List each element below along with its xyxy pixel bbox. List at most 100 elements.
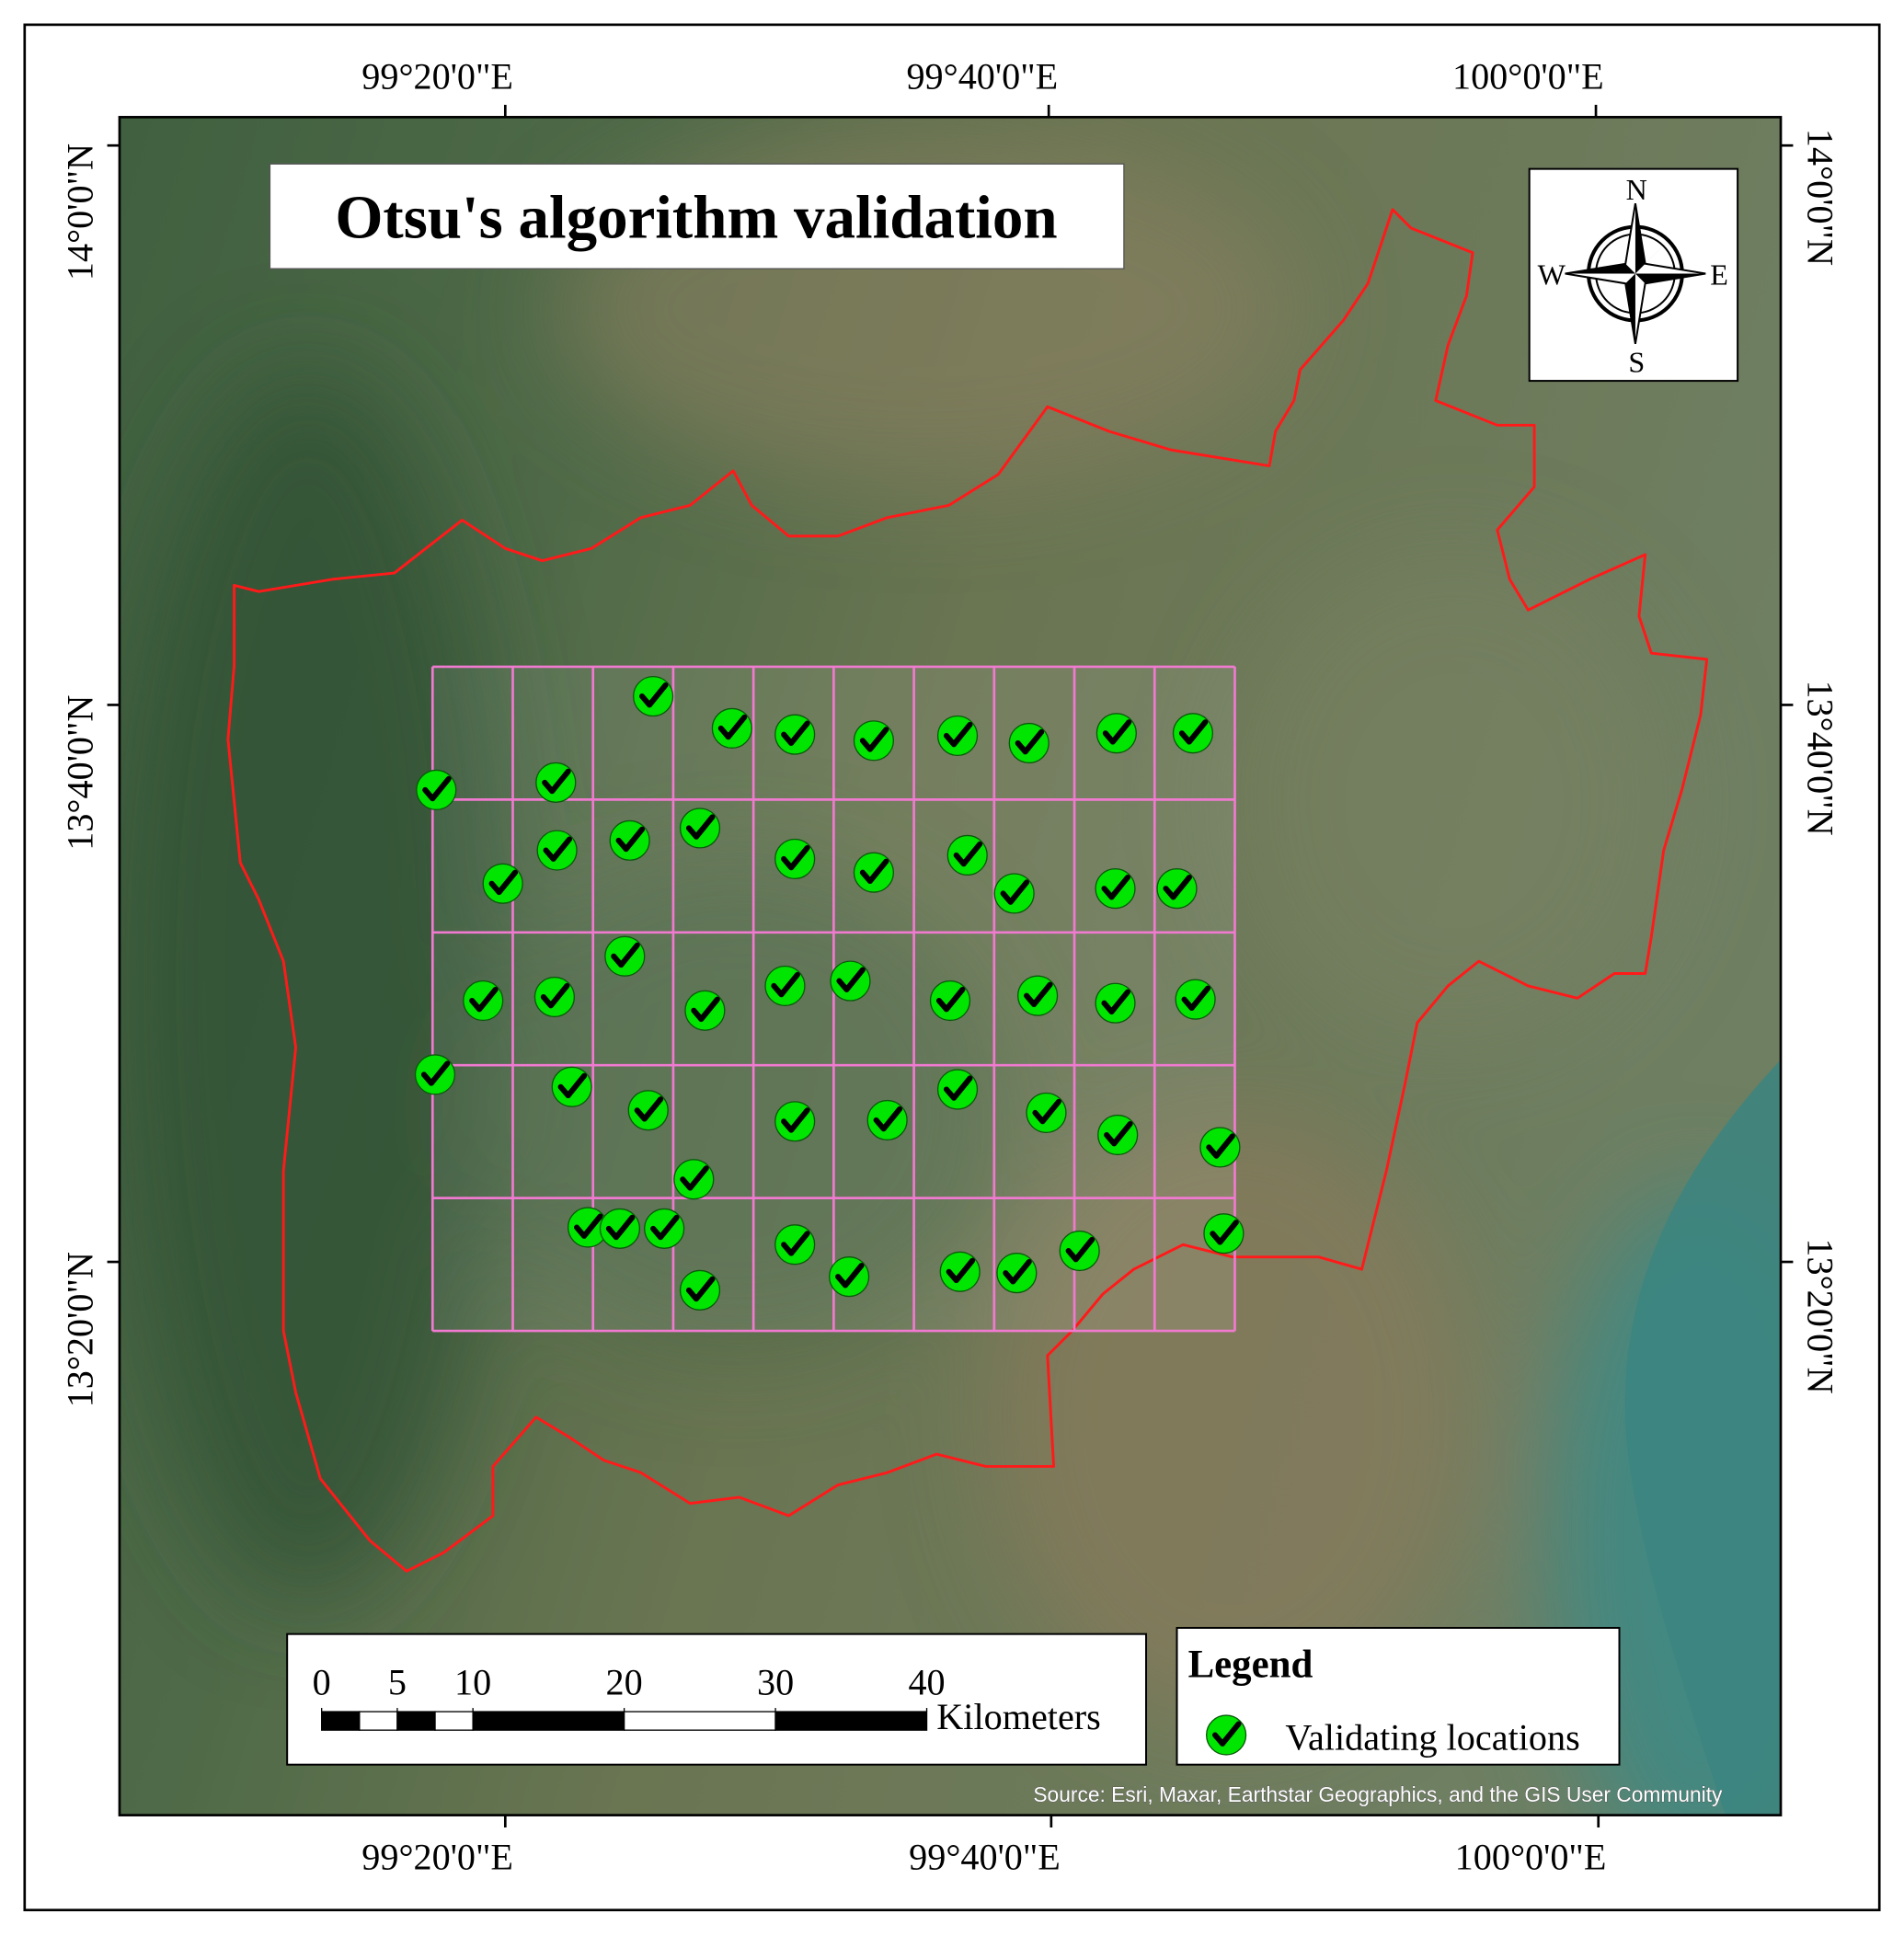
- validation-point: [632, 675, 674, 717]
- lat-label: 14°0'0"N: [1799, 129, 1841, 266]
- compass-n: N: [1626, 173, 1647, 206]
- check-mark: [781, 844, 810, 871]
- check-mark: [1178, 719, 1209, 745]
- scale-segment: [774, 1711, 928, 1731]
- check-mark: [1065, 1236, 1095, 1263]
- validation-point: [993, 873, 1035, 914]
- check-mark: [1181, 985, 1211, 1012]
- validation-point: [774, 1101, 816, 1142]
- scale-label: 40: [908, 1661, 945, 1702]
- check-mark: [1024, 981, 1053, 1008]
- check-mark: [574, 1213, 603, 1239]
- validation-point: [1095, 982, 1136, 1024]
- check-mark: [835, 1263, 865, 1289]
- map-title: Otsu's algorithm validation: [335, 184, 1057, 252]
- check-mark: [873, 1105, 903, 1132]
- study-area-boundary: [226, 208, 1709, 1573]
- check-mark: [605, 1214, 636, 1241]
- north-arrow: N E S W: [1528, 167, 1739, 383]
- validation-point: [1026, 1092, 1067, 1134]
- validation-point: [604, 935, 646, 977]
- scale-segment: [396, 1711, 436, 1731]
- legend-item: Validating locations: [1285, 1717, 1579, 1758]
- legend-symbol: [1206, 1714, 1247, 1756]
- validation-point: [1017, 975, 1059, 1016]
- compass-s: S: [1628, 346, 1645, 379]
- check-mark: [836, 967, 866, 992]
- check-mark: [943, 1075, 973, 1101]
- lat-label: 14°0'0"N: [59, 143, 100, 281]
- check-mark: [859, 858, 889, 885]
- legend-title: Legend: [1188, 1644, 1313, 1687]
- check-mark: [771, 971, 800, 998]
- validation-point: [679, 1269, 721, 1311]
- latitude-labels: 14°0'0"N 13°40'0"N 13°20'0"N 14°0'0"N 13…: [59, 129, 1841, 1407]
- check-mark: [859, 727, 889, 752]
- check-mark: [420, 1060, 451, 1086]
- validation-point: [533, 976, 576, 1018]
- validation-point: [463, 979, 504, 1022]
- compass-e: E: [1710, 258, 1728, 292]
- check-mark: [543, 836, 573, 862]
- validation-point: [829, 1256, 870, 1298]
- validation-point: [936, 1069, 979, 1110]
- validation-point: [684, 990, 726, 1031]
- check-mark: [542, 768, 571, 795]
- check-mark: [611, 942, 640, 968]
- check-mark: [953, 841, 983, 867]
- scale-label: 30: [757, 1661, 794, 1702]
- lat-label: 13°40'0"N: [1799, 680, 1841, 835]
- validation-points: [414, 675, 1244, 1311]
- validation-point: [536, 830, 578, 871]
- compass-w: W: [1538, 258, 1566, 292]
- scale-segment: [359, 1711, 398, 1731]
- scale-label: 10: [454, 1661, 491, 1702]
- validation-point: [830, 960, 871, 1002]
- validation-point: [1059, 1230, 1100, 1272]
- scale-label: 5: [388, 1661, 407, 1702]
- validation-point: [414, 1054, 456, 1095]
- check-mark: [1032, 1098, 1061, 1125]
- imagery: [119, 117, 1782, 1816]
- lon-label: 100°0'0"E: [1452, 56, 1604, 97]
- check-mark: [717, 714, 748, 740]
- validation-point: [599, 1208, 641, 1249]
- validation-point: [1206, 1714, 1247, 1756]
- validation-point: [551, 1066, 592, 1107]
- check-mark: [680, 1165, 709, 1191]
- validation-point: [1095, 713, 1137, 754]
- check-mark: [634, 1096, 664, 1122]
- lat-label: 13°20'0"N: [1799, 1238, 1841, 1393]
- legend-box: [1176, 1626, 1621, 1766]
- validation-point: [416, 769, 457, 811]
- check-mark: [1212, 1721, 1242, 1747]
- validation-point: [609, 819, 650, 861]
- validation-point: [764, 965, 806, 1007]
- check-mark: [469, 986, 499, 1013]
- validation-point: [866, 1099, 908, 1141]
- scale-segment: [321, 1711, 361, 1731]
- source-credit: Source: Esri, Maxar, Earthstar Geographi…: [1033, 1782, 1723, 1806]
- check-mark: [1163, 875, 1192, 900]
- scale-segment: [434, 1711, 474, 1731]
- validation-point: [1199, 1127, 1241, 1168]
- scale-bar: Kilometers 0 5 10 20 30 40: [286, 1632, 1148, 1766]
- map-frame: [118, 116, 1783, 1816]
- validation-point: [774, 1224, 816, 1266]
- lon-label: 99°40'0"E: [906, 56, 1058, 97]
- frame-ticks: [107, 104, 1794, 1828]
- check-mark: [1015, 728, 1045, 755]
- validation-point: [1172, 713, 1214, 754]
- check-mark: [557, 1072, 588, 1099]
- lon-label: 99°20'0"E: [361, 1837, 513, 1878]
- validation-point: [567, 1207, 609, 1248]
- check-mark: [946, 1257, 976, 1284]
- lon-label: 99°40'0"E: [909, 1837, 1061, 1878]
- validation-point: [853, 720, 895, 762]
- check-mark: [422, 775, 452, 802]
- check-mark: [1101, 989, 1130, 1015]
- check-mark: [1104, 1120, 1133, 1147]
- validation-point: [711, 707, 752, 750]
- validation-point: [939, 1251, 981, 1292]
